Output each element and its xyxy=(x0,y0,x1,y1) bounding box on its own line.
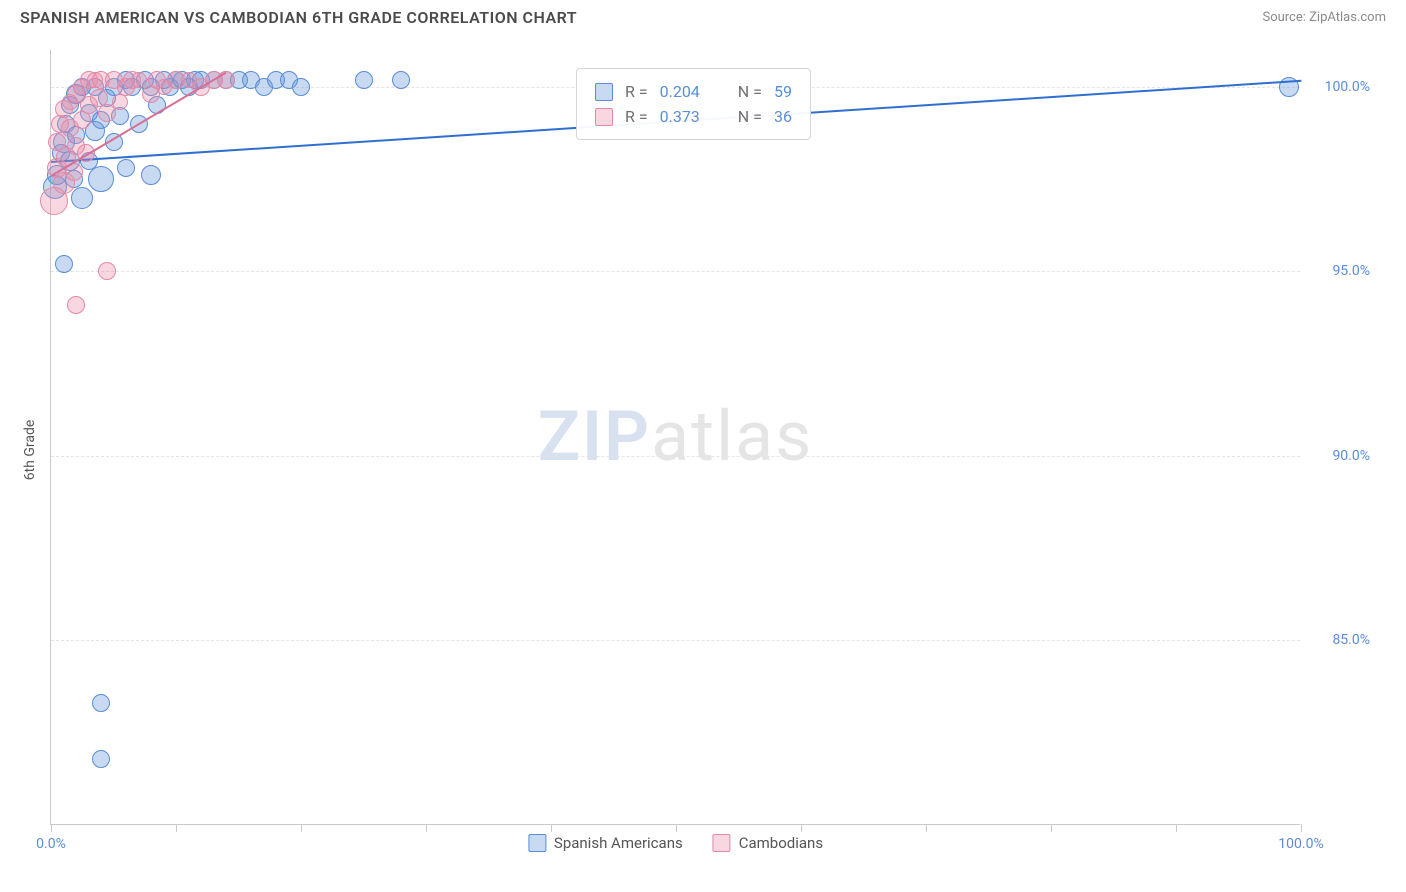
legend-item: Spanish Americans xyxy=(528,834,683,852)
y-tick-label: 100.0% xyxy=(1310,79,1370,95)
x-tick xyxy=(426,824,427,832)
legend: Spanish Americans Cambodians xyxy=(528,834,823,852)
series-swatch xyxy=(595,108,613,126)
x-tick xyxy=(1176,824,1177,832)
x-tick xyxy=(301,824,302,832)
legend-label: Cambodians xyxy=(739,834,823,852)
stats-box: R = 0.204 N = 59 R = 0.373 N = 36 xyxy=(576,68,811,140)
stats-n-value: 36 xyxy=(774,107,792,126)
watermark: ZIPatlas xyxy=(538,396,814,478)
chart-header: SPANISH AMERICAN VS CAMBODIAN 6TH GRADE … xyxy=(0,0,1406,35)
data-point xyxy=(355,71,373,89)
x-tick xyxy=(676,824,677,832)
data-point xyxy=(117,159,135,177)
stats-n-value: 59 xyxy=(774,82,792,101)
y-tick-label: 85.0% xyxy=(1310,632,1370,648)
x-tick xyxy=(176,824,177,832)
chart-source: Source: ZipAtlas.com xyxy=(1262,10,1386,25)
data-point xyxy=(92,694,110,712)
data-point xyxy=(92,750,110,768)
data-point xyxy=(71,187,93,209)
stats-n-label: N = xyxy=(738,82,762,101)
gridline xyxy=(51,640,1300,641)
data-point xyxy=(98,262,116,280)
data-point xyxy=(141,165,161,185)
chart-title: SPANISH AMERICAN VS CAMBODIAN 6TH GRADE … xyxy=(20,8,577,27)
watermark-zip: ZIP xyxy=(538,396,651,478)
stats-row: R = 0.373 N = 36 xyxy=(595,104,792,129)
stats-r-label: R = xyxy=(625,82,648,101)
x-tick-label: 0.0% xyxy=(36,836,66,852)
data-point xyxy=(292,78,310,96)
y-axis-title: 6th Grade xyxy=(22,420,38,481)
legend-swatch xyxy=(528,834,546,852)
gridline xyxy=(51,271,1300,272)
stats-r-value: 0.204 xyxy=(660,82,700,101)
stats-r-value: 0.373 xyxy=(660,107,700,126)
data-point xyxy=(67,296,85,314)
x-tick xyxy=(1051,824,1052,832)
gridline xyxy=(51,456,1300,457)
data-point xyxy=(112,94,128,110)
data-point xyxy=(392,71,410,89)
x-tick xyxy=(801,824,802,832)
watermark-atlas: atlas xyxy=(651,396,813,478)
y-tick-label: 95.0% xyxy=(1310,263,1370,279)
x-tick-label: 100.0% xyxy=(1278,836,1323,852)
data-point xyxy=(88,166,114,192)
legend-item: Cambodians xyxy=(713,834,823,852)
y-tick-label: 90.0% xyxy=(1310,448,1370,464)
x-tick xyxy=(51,824,52,832)
stats-r-label: R = xyxy=(625,107,648,126)
legend-swatch xyxy=(713,834,731,852)
legend-label: Spanish Americans xyxy=(554,834,683,852)
data-point xyxy=(55,255,73,273)
series-swatch xyxy=(595,83,613,101)
chart-container: 6th Grade ZIPatlas 85.0%90.0%95.0%100.0%… xyxy=(40,40,1380,860)
x-tick xyxy=(1301,824,1302,832)
stats-row: R = 0.204 N = 59 xyxy=(595,79,792,104)
x-tick xyxy=(926,824,927,832)
stats-n-label: N = xyxy=(738,107,762,126)
plot-area: ZIPatlas 85.0%90.0%95.0%100.0%0.0%100.0%… xyxy=(50,50,1300,825)
x-tick xyxy=(551,824,552,832)
data-point xyxy=(131,72,147,88)
